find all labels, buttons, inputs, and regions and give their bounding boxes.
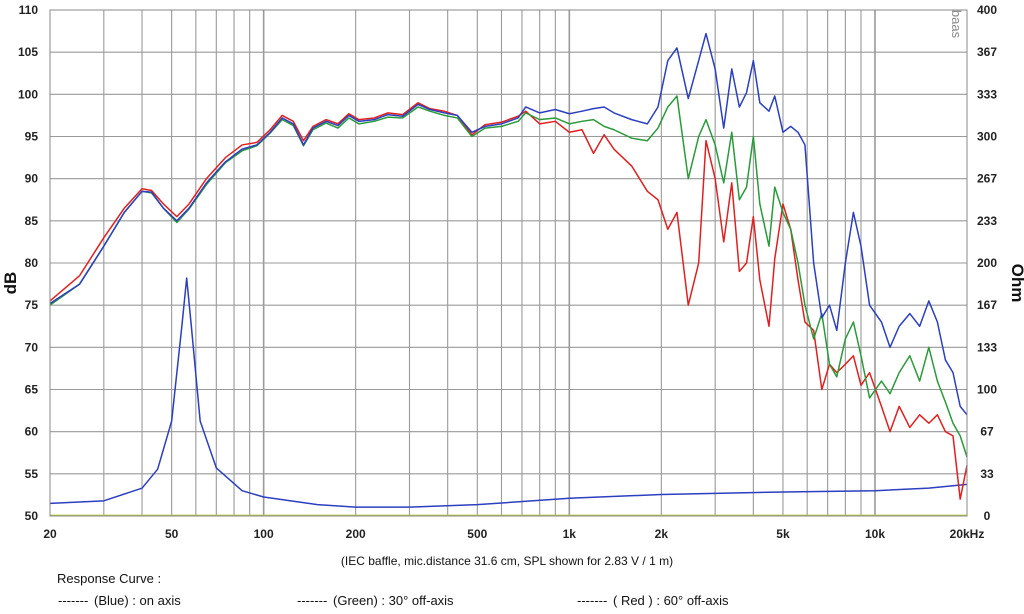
y2-tick-label: 100 bbox=[977, 383, 997, 397]
y2-tick-label: 400 bbox=[977, 3, 997, 17]
y-tick-label: 90 bbox=[25, 172, 39, 186]
x-tick-label: 10k bbox=[865, 527, 885, 541]
y2-tick-label: 67 bbox=[980, 425, 994, 439]
legend-item-green: ------- (Green) : 30° off-axis bbox=[297, 593, 454, 608]
y2-tick-label: 167 bbox=[977, 298, 997, 312]
x-tick-label: 100 bbox=[254, 527, 274, 541]
y-axis-title: dB bbox=[1, 272, 20, 295]
series-line-impedance bbox=[49, 277, 968, 508]
legend-item-red: ------- ( Red ) : 60° off-axis bbox=[577, 593, 729, 608]
legend-item-blue: ------- (Blue) : on axis bbox=[58, 593, 181, 608]
x-tick-label: 2k bbox=[655, 527, 669, 541]
y2-tick-label: 300 bbox=[977, 130, 997, 144]
plot-grid bbox=[50, 10, 967, 516]
y2-tick-label: 33 bbox=[980, 467, 994, 481]
x-tick-label: 20 bbox=[43, 527, 57, 541]
y-tick-label: 110 bbox=[19, 3, 39, 17]
y2-tick-label: 367 bbox=[977, 45, 997, 59]
y-tick-label: 50 bbox=[25, 509, 39, 523]
legend-label-red: ( Red ) : 60° off-axis bbox=[613, 593, 729, 608]
y2-tick-labels: 0 33 67 100 133 167 200 233 267 300 333 367 400 bbox=[977, 3, 997, 523]
y2-tick-label: 0 bbox=[984, 509, 991, 523]
y-tick-label: 60 bbox=[25, 425, 39, 439]
x-tick-label: 500 bbox=[467, 527, 487, 541]
y2-tick-label: 333 bbox=[977, 87, 997, 101]
x-tick-label: 200 bbox=[346, 527, 366, 541]
series-line-blue bbox=[49, 32, 968, 416]
legend-dash-green: ------- bbox=[297, 593, 327, 608]
legend-dash-red: ------- bbox=[577, 593, 607, 608]
y2-axis-title: Ohm bbox=[1008, 264, 1024, 303]
x-tick-label: 5k bbox=[776, 527, 790, 541]
legend-heading: Response Curve : bbox=[57, 571, 161, 586]
plot-curves bbox=[49, 32, 968, 517]
plot-frame bbox=[49, 9, 968, 517]
legend-label-blue: (Blue) : on axis bbox=[94, 593, 181, 608]
y2-tick-label: 200 bbox=[977, 256, 997, 270]
x-tick-label: 20kHz bbox=[950, 527, 985, 541]
y-tick-label: 65 bbox=[25, 383, 39, 397]
series-line-red bbox=[49, 102, 968, 500]
y-tick-label: 70 bbox=[25, 340, 39, 354]
y2-tick-label: 133 bbox=[977, 340, 997, 354]
y-tick-label: 75 bbox=[25, 298, 39, 312]
y-tick-label: 80 bbox=[25, 256, 39, 270]
y-tick-label: 100 bbox=[18, 87, 38, 101]
x-tick-label: 1k bbox=[563, 527, 577, 541]
legend-dash-blue: ------- bbox=[58, 593, 88, 608]
x-tick-labels: 20 50 100 200 500 1k 2k 5k 10k 20kHz bbox=[43, 527, 984, 541]
y-tick-label: 85 bbox=[25, 214, 39, 228]
x-tick-label: 50 bbox=[165, 527, 179, 541]
y2-tick-label: 267 bbox=[977, 172, 997, 186]
legend-label-green: (Green) : 30° off-axis bbox=[333, 593, 454, 608]
y-tick-label: 105 bbox=[18, 45, 38, 59]
series-line-green bbox=[49, 95, 968, 458]
y-tick-labels: 50 55 60 65 70 75 80 85 90 95 100 105 110 bbox=[18, 3, 38, 523]
y-tick-label: 55 bbox=[25, 467, 39, 481]
brand-watermark: baas bbox=[949, 10, 964, 39]
y2-tick-label: 233 bbox=[977, 214, 997, 228]
y-tick-label: 95 bbox=[25, 130, 39, 144]
measurement-note: (IEC baffle, mic.distance 31.6 cm, SPL s… bbox=[341, 554, 673, 568]
